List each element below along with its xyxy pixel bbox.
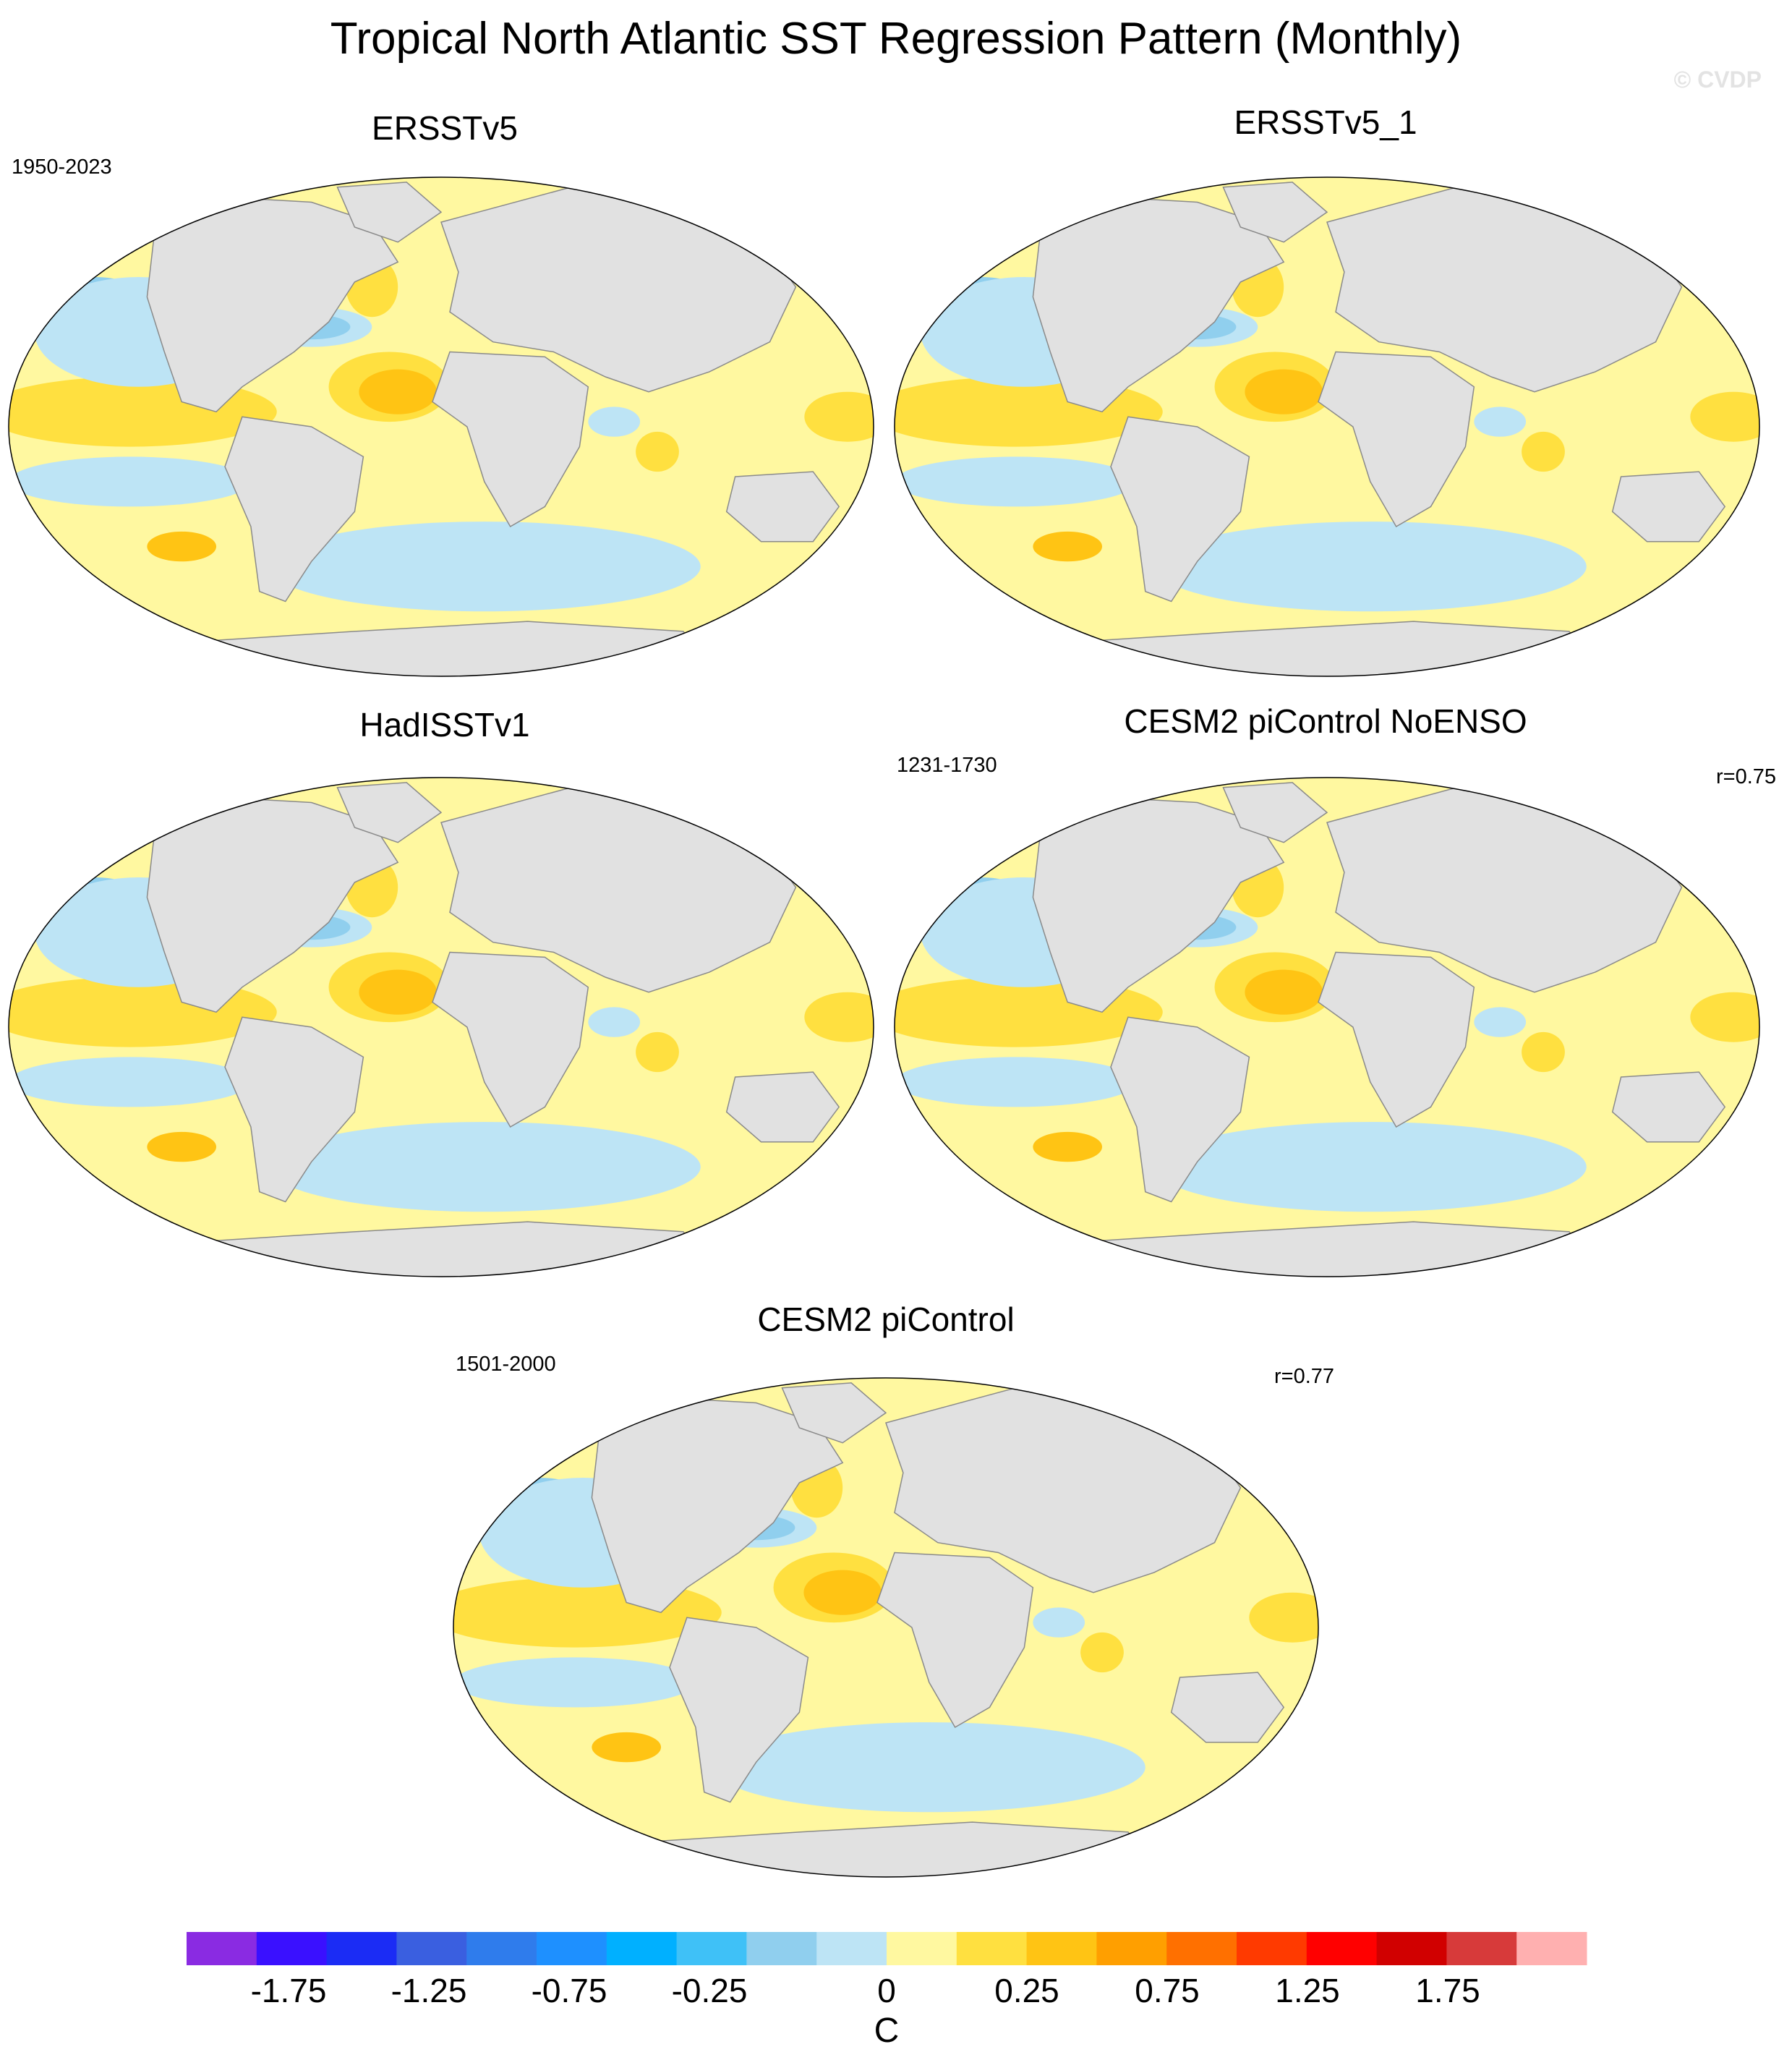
land-southAmerica [1110, 416, 1250, 603]
panel-period-cesm2-picontrol: 1501-2000 [456, 1353, 556, 1376]
anomaly-region [1249, 1592, 1318, 1643]
land-australia [725, 471, 840, 542]
land-northAmerica [1032, 796, 1285, 1013]
land-australia [1170, 1672, 1285, 1743]
panel-corr-cesm2-picontrol: r=0.77 [1274, 1365, 1335, 1388]
anomaly-region [636, 1031, 679, 1073]
anomaly-region [147, 1131, 217, 1162]
land-northAmerica [146, 196, 399, 413]
land-greenland [781, 1382, 887, 1444]
map-cesm2-picontrol [453, 1377, 1319, 1878]
cvdp-watermark: © CVDP [1673, 67, 1762, 93]
anomaly-region [895, 456, 1137, 507]
anomaly-region [804, 992, 874, 1042]
panel-title-hadisstv1: HadISSTv1 [359, 706, 530, 744]
anomaly-region [147, 531, 217, 562]
colorbar-tick-label: 0.75 [1135, 1972, 1200, 2009]
land-australia [725, 1071, 840, 1143]
colorbar-tick-label: -1.25 [391, 1972, 467, 2009]
anomaly-region [1080, 1632, 1124, 1673]
panel-period-cesm2-noenso: 1231-1730 [897, 754, 997, 777]
colorbar-unit: C [874, 2012, 900, 2050]
anomaly-region [1033, 1607, 1085, 1638]
land-greenland [1222, 182, 1328, 243]
map-border [8, 176, 874, 677]
anomaly-region [1153, 522, 1587, 612]
land-southAmerica [669, 1617, 809, 1803]
map-cesm2-picontrol-noenso [894, 777, 1760, 1277]
anomaly-region [1522, 431, 1565, 472]
land-australia [1611, 1071, 1726, 1143]
land-southAmerica [224, 416, 364, 603]
land-africa [432, 951, 589, 1128]
anomaly-region [804, 391, 874, 442]
colorbar-tick-label: 0.25 [994, 1972, 1059, 2009]
anomaly-region [268, 1122, 701, 1212]
anomaly-region [1033, 1131, 1103, 1162]
anomaly-region [1522, 1031, 1565, 1073]
land-greenland [336, 782, 443, 843]
land-northAmerica [591, 1397, 844, 1614]
map-hadisstv1 [8, 777, 874, 1277]
panel-corr-cesm2-noenso: r=0.75 [1716, 765, 1777, 788]
anomaly-region [592, 1732, 662, 1763]
land-southAmerica [1110, 1016, 1250, 1203]
anomaly-region [712, 1722, 1145, 1813]
panel-title-ersstv5-1: ERSSTv5_1 [1234, 103, 1417, 141]
anomaly-region [1153, 1122, 1587, 1212]
anomaly-region [895, 1057, 1137, 1107]
colorbar-tick-label: -1.75 [250, 1972, 327, 2009]
panel-period-ersstv5: 1950-2023 [12, 156, 112, 179]
colorbar-tick-label: -0.25 [671, 1972, 748, 2009]
land-northAmerica [1032, 196, 1285, 413]
anomaly-region [588, 407, 641, 437]
map-border [894, 777, 1760, 1277]
anomaly-region [1690, 992, 1759, 1042]
colorbar-tick-label: 1.75 [1415, 1972, 1480, 2009]
anomaly-region [453, 1657, 696, 1708]
map-border [453, 1377, 1319, 1878]
map-border [894, 176, 1760, 677]
anomaly-region [1245, 969, 1323, 1015]
anomaly-region [588, 1007, 641, 1037]
colorbar-tick-label: -0.75 [531, 1972, 607, 2009]
map-ersstv5 [8, 176, 874, 677]
land-northAmerica [146, 796, 399, 1013]
anomaly-region [9, 1057, 251, 1107]
anomaly-region [1690, 391, 1759, 442]
anomaly-region [268, 522, 701, 612]
map-border [8, 777, 874, 1277]
land-australia [1611, 471, 1726, 542]
anomaly-region [1245, 369, 1323, 414]
panel-title-cesm2-picontrol: CESM2 piControl [757, 1301, 1015, 1338]
panel-title-cesm2-picontrol-noenso: CESM2 piControl NoENSO [1124, 702, 1527, 740]
anomaly-region [1033, 531, 1103, 562]
colorbar-tick-label: 1.25 [1275, 1972, 1340, 2009]
land-africa [1318, 351, 1475, 528]
anomaly-region [803, 1570, 882, 1615]
land-africa [1318, 951, 1475, 1128]
land-africa [432, 351, 589, 528]
land-greenland [1222, 782, 1328, 843]
colorbar-tick-label: 0 [877, 1972, 896, 2009]
anomaly-region [636, 431, 679, 472]
anomaly-region [359, 969, 438, 1015]
anomaly-region [359, 369, 438, 414]
anomaly-region [1474, 1007, 1527, 1037]
anomaly-region [9, 456, 251, 507]
land-africa [876, 1552, 1034, 1729]
figure-title: Tropical North Atlantic SST Regression P… [330, 14, 1462, 64]
map-ersstv5-1 [894, 176, 1760, 677]
anomaly-region [1474, 407, 1527, 437]
land-southAmerica [224, 1016, 364, 1203]
land-greenland [336, 182, 443, 243]
panel-title-ersstv5: ERSSTv5 [372, 109, 518, 147]
